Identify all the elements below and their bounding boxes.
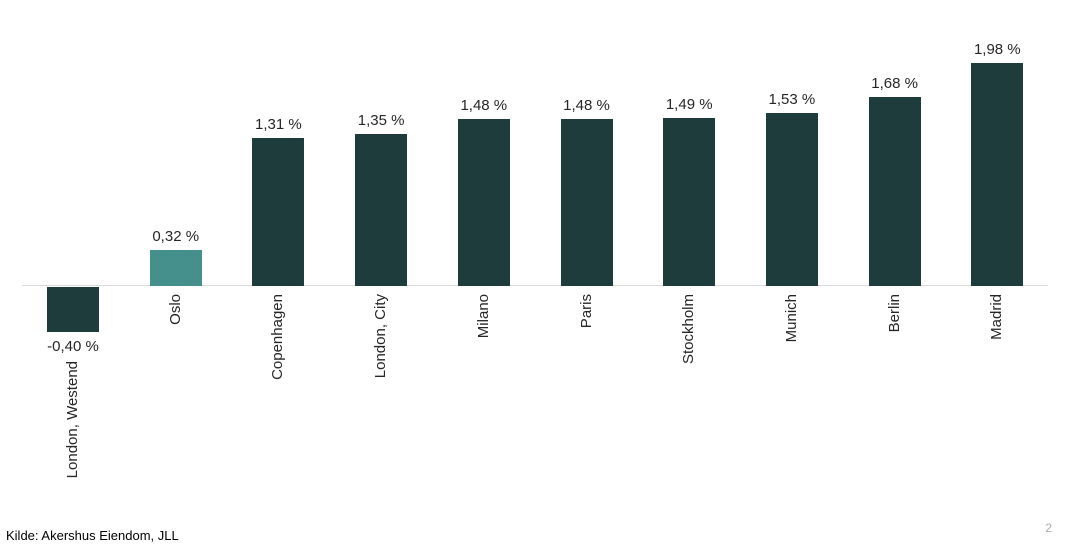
bar-category-label: London, City: [372, 293, 390, 378]
bar-category-label: Copenhagen: [269, 293, 287, 380]
bar-value-label: -0,40 %: [47, 337, 99, 355]
bar-value-label: 1,53 %: [768, 91, 816, 109]
bar-category-label: Stockholm: [680, 293, 698, 364]
bar-value-label: 1,35 %: [357, 111, 405, 129]
bar: [457, 119, 510, 286]
bar-category-label: Munich: [782, 293, 800, 342]
bar: [47, 286, 99, 332]
bar-category-label: Berlin: [885, 293, 903, 332]
page-number: 2: [1045, 521, 1052, 535]
bar: [971, 62, 1024, 286]
bar-category-label: Oslo: [166, 293, 184, 325]
bar-value-label: 1,48 %: [460, 97, 508, 114]
bar-value-label: 1,31 %: [255, 116, 302, 134]
bar-value-label: 0,32 %: [152, 227, 200, 245]
bar-category-label: Paris: [577, 293, 595, 328]
bar-value-label: 1,48 %: [563, 97, 610, 114]
bar-value-label: 1,98 %: [973, 40, 1021, 58]
bar: [252, 138, 305, 286]
bar-value-label: 1,49 %: [665, 95, 713, 113]
bar: [149, 249, 202, 286]
bar-category-label: Milano: [474, 293, 492, 338]
x-axis-line: [22, 285, 1048, 286]
source-note: Kilde: Akershus Eiendom, JLL: [6, 528, 179, 543]
bar: [663, 117, 716, 286]
bar-category-label: Madrid: [988, 293, 1006, 340]
bar: [868, 96, 921, 286]
bar: [355, 133, 408, 286]
bar-value-label: 1,68 %: [871, 74, 918, 92]
bar: [765, 113, 818, 286]
bar-category-label: London, Westend: [64, 360, 81, 478]
bar: [560, 119, 613, 286]
